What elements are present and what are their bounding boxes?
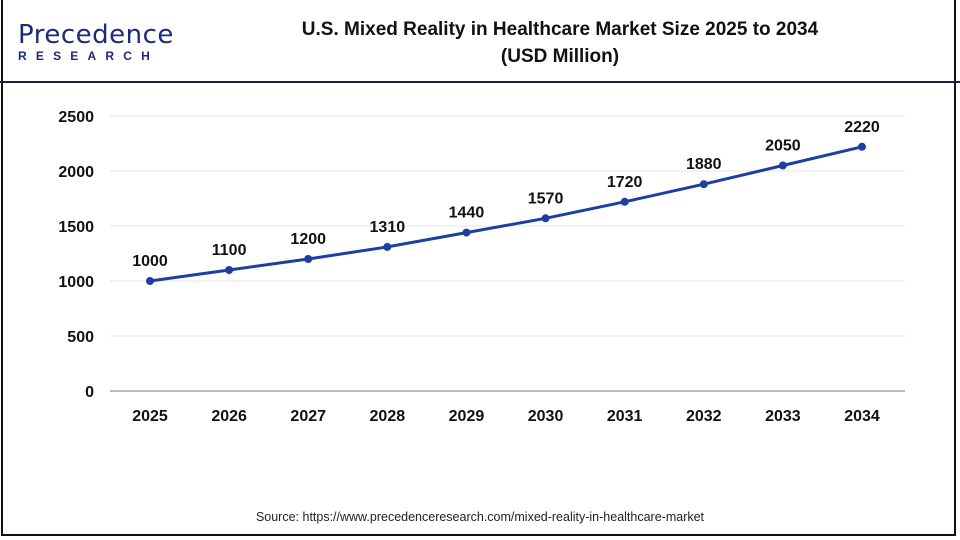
data-label: 1440	[449, 205, 485, 222]
header-divider	[0, 81, 960, 83]
y-tick-label: 500	[67, 329, 94, 346]
data-label: 1100	[212, 242, 247, 259]
x-tick-label: 2030	[528, 408, 564, 425]
data-label: 1880	[686, 156, 722, 173]
x-tick-label: 2028	[370, 408, 406, 425]
data-point	[146, 277, 154, 285]
chart-title: U.S. Mixed Reality in Healthcare Market …	[250, 16, 870, 70]
x-tick-label: 2027	[290, 408, 326, 425]
y-tick-label: 1000	[58, 274, 94, 291]
data-label: 1310	[370, 219, 406, 236]
series-line	[149, 145, 863, 283]
y-tick-label: 2500	[58, 109, 94, 126]
source-text: Source: https://www.precedenceresearch.c…	[255, 510, 705, 524]
x-tick-label: 2025	[132, 408, 168, 425]
y-tick-label: 2000	[58, 164, 94, 181]
y-tick-label: 0	[85, 384, 94, 401]
data-point	[699, 180, 708, 189]
x-tick-label: 2026	[211, 408, 247, 425]
y-tick-label: 1500	[58, 219, 94, 236]
x-tick-label: 2033	[765, 408, 801, 425]
data-point	[778, 161, 787, 170]
data-label: 1570	[528, 190, 564, 207]
data-label: 1200	[290, 231, 326, 248]
data-point	[462, 228, 471, 237]
logo: Precedence RESEARCH	[18, 22, 174, 63]
x-tick-label: 2034	[844, 408, 880, 425]
x-tick-label: 2032	[686, 408, 722, 425]
data-point	[383, 242, 392, 251]
data-point	[620, 197, 629, 206]
data-label: 1000	[132, 253, 168, 270]
title-line-2: (USD Million)	[500, 46, 620, 67]
data-point	[304, 255, 313, 263]
logo-main: Precedence	[18, 20, 174, 50]
data-point	[858, 142, 866, 151]
x-tick-label: 2029	[449, 408, 485, 425]
data-label: 2050	[765, 138, 801, 155]
data-label: 1720	[607, 174, 643, 191]
title-line-1: U.S. Mixed Reality in Healthcare Market …	[301, 19, 819, 40]
logo-sub: RESEARCH	[18, 49, 159, 63]
data-label: 2220	[844, 119, 880, 136]
x-tick-label: 2031	[607, 408, 643, 425]
data-point	[541, 214, 550, 223]
data-point	[225, 266, 234, 274]
